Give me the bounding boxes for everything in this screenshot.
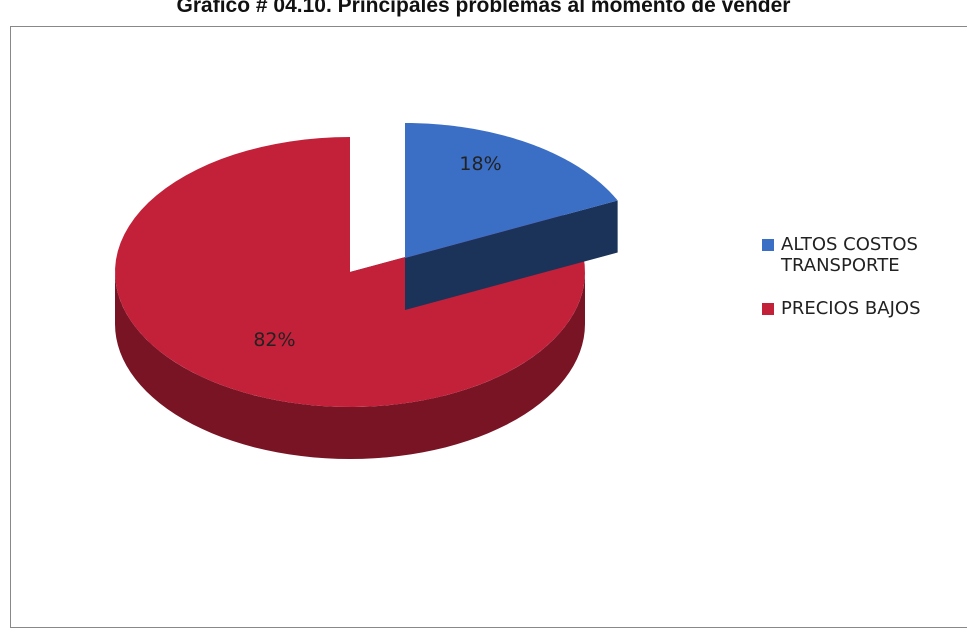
legend-entry: PRECIOS BAJOS [762, 298, 962, 319]
data-label: 82% [253, 329, 295, 351]
chart: 82% 18% [115, 123, 618, 459]
legend-swatch [762, 303, 774, 315]
legend: ALTOS COSTOS TRANSPORTE PRECIOS BAJOS [762, 234, 962, 341]
chart-title: Gráfico # 04.10. Principales problemas a… [176, 0, 791, 17]
slice [115, 137, 585, 407]
slice-wall [405, 200, 618, 310]
data-label: 18% [459, 153, 501, 175]
legend-label: PRECIOS BAJOS [781, 298, 921, 319]
legend-entry: ALTOS COSTOS TRANSPORTE [762, 234, 962, 276]
legend-label: ALTOS COSTOS TRANSPORTE [781, 234, 918, 276]
legend-swatch [762, 239, 774, 251]
slice [405, 123, 618, 258]
slice-side [115, 272, 585, 459]
page: Gráfico # 04.10. Principales problemas a… [10, 0, 967, 628]
